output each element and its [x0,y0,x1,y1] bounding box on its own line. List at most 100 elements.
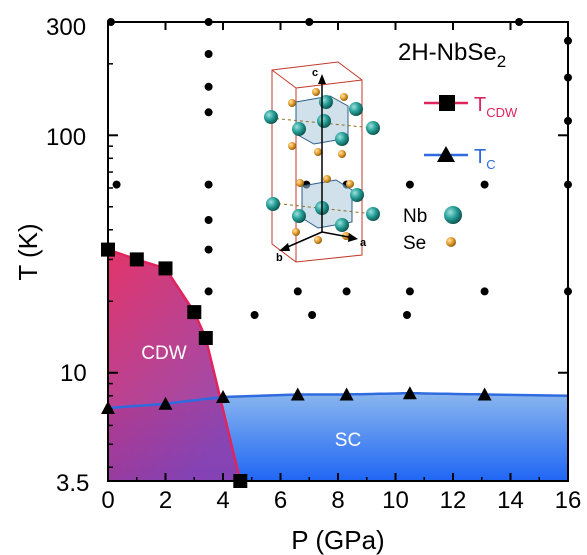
legend-marker-triangle [437,146,455,162]
x-tick-labels: 0 2 4 6 8 10 12 14 16 [101,487,581,514]
chart-title-subscript: 2 [497,52,506,71]
phase-regions [108,249,568,481]
nb-atom [319,95,333,109]
measurement-point [293,287,302,296]
tcdw-marker [129,252,144,267]
y-tick-label-100: 100 [46,124,86,151]
tcdw-marker [158,261,173,276]
unit-cell-edge [295,79,363,89]
nb-atom [335,132,349,146]
nb-atom [366,121,380,135]
b-axis-arrow [282,231,323,250]
se-atom [296,179,304,187]
a-axis-arrowhead [348,233,358,242]
se-atom [314,236,322,244]
nb-atom [335,218,349,232]
b-axis-arrowhead [279,243,290,251]
measurement-point [204,50,213,58]
c-axis-arrowhead [318,74,326,84]
measurement-point [480,287,489,296]
cdw-region [108,249,241,481]
x-tick-label-0: 0 [101,487,114,514]
legend-label-tcdw: TCDW [474,94,518,120]
measurement-point [204,180,213,189]
inset-axis-a: a [360,237,367,249]
cdw-region-label: CDW [141,343,186,364]
se-atom [340,93,348,101]
x-tick-label-6: 6 [274,487,287,514]
tcdw-marker [187,305,202,320]
se-atom [288,142,296,150]
inset-legend-nb-swatch [444,206,462,224]
chart-title-main: 2H-NbSe [398,39,497,66]
x-tick-label-14: 14 [497,487,524,514]
legend-label-tc: TC [474,146,496,172]
inset-legend-se-label: Se [403,233,426,254]
x-axis-label: P (GPa) [291,525,384,555]
inset-legend-nb-label: Nb [403,206,427,227]
tc-curve [107,391,569,410]
nb-atom [349,102,363,116]
measurement-point [204,108,213,117]
legend-label-tcdw-subscript: CDW [486,105,518,120]
nb-atom [292,122,306,136]
se-atom [338,150,346,158]
sc-region-label: SC [335,430,361,451]
chart-title: 2H-NbSe2 [398,39,506,71]
se-atom [314,148,322,156]
y-tick-label-3-5: 3.5 [56,470,89,497]
inset-legend-se-swatch [446,237,456,247]
unit-cell-edge [271,69,297,89]
y-axis-label: T (K) [13,223,43,280]
y-tick-label-10: 10 [60,360,87,387]
legend-marker-square [439,95,455,111]
se-atom [323,175,331,183]
measurement-point [405,180,414,189]
measurement-point [403,311,411,319]
x-tick-label-10: 10 [382,487,409,514]
nb-atom [317,114,331,128]
measurement-point [204,245,213,254]
axis-ticks [107,22,569,481]
tc-marker [339,387,354,401]
se-atom [312,88,320,96]
x-tick-label-12: 12 [440,487,467,514]
se-atom [346,180,354,188]
legend-label-tc-main: T [474,146,486,168]
x-tick-label-16: 16 [555,487,582,514]
measurement-point [405,287,414,296]
measurement-point [250,311,259,319]
y-tick-label-300: 300 [46,14,86,41]
tc-marker [216,390,230,404]
nb-atom [350,188,364,202]
legend-label-tcdw-main: T [474,94,486,116]
bond-plane [271,202,375,215]
x-tick-label-8: 8 [331,487,344,514]
measurement-point [204,216,213,224]
measurement-point [204,82,213,91]
tc-marker [290,387,305,401]
nb-atom [266,197,280,211]
inset-axis-c: c [312,67,318,79]
nb-atom [292,209,306,223]
x-tick-label-4: 4 [216,487,229,514]
inset-axis-b: b [276,252,283,264]
se-atom [288,99,296,107]
measurement-point [112,180,121,189]
tc-marker [477,387,492,401]
legend: TCDW TC [424,94,518,172]
measurement-point [308,311,317,319]
measurement-point [204,287,213,296]
x-tick-label-2: 2 [159,487,172,514]
tcdw-marker [198,331,213,345]
nb-atom [366,207,380,221]
nb-atom [264,110,278,124]
tc-marker [402,386,417,400]
measurement-point [480,180,489,189]
unit-cell-outline [271,61,363,263]
crystal-structure-inset: c a b Nb Se [264,61,462,264]
measurement-point [342,287,351,296]
legend-label-tc-subscript: C [486,157,495,172]
se-atom [292,228,300,236]
